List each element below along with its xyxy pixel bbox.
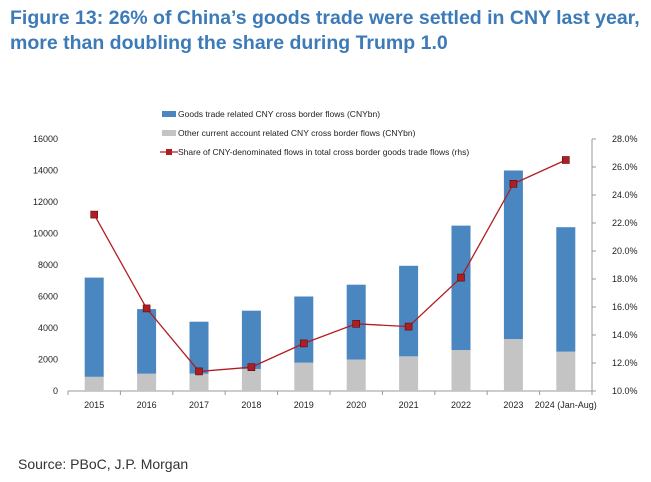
chart-title: Figure 13: 26% of China’s goods trade we… [10,7,640,54]
x-tick-label: 2017 [189,400,209,410]
bar-other-2019 [294,362,314,391]
x-tick-label: 2015 [84,400,104,410]
bar-other-2021 [399,356,419,391]
bar-other-2022 [451,350,471,391]
bar-other-2024 (Jan-Aug) [556,351,576,391]
share-point-2019 [299,339,308,348]
y-tick-label: 10000 [33,229,58,239]
x-tick-label: 2021 [399,400,419,410]
bar-other-2016 [137,373,157,391]
legend-swatch-goods [162,111,176,117]
share-point-2020 [352,319,361,328]
y-tick-label: 0 [53,386,58,396]
bar-other-2020 [346,359,366,391]
y2-tick-label: 24.0% [612,190,638,200]
bar-goods-2017 [189,321,209,374]
share-point-2022 [457,273,465,282]
x-tick-label: 2019 [294,400,314,410]
y2-tick-label: 12.0% [612,358,638,368]
legend-label-goods: Goods trade related CNY cross border flo… [178,109,380,119]
y-tick-label: 12000 [33,197,58,207]
bar-goods-2018 [241,310,261,369]
bar-other-2023 [503,339,523,391]
share-point-2016 [142,304,151,313]
share-line [93,159,567,373]
y-tick-label: 4000 [38,323,58,333]
legend-swatch-other [162,130,176,136]
y2-tick-label: 16.0% [612,302,638,312]
x-tick-label: 2020 [346,400,366,410]
bar-goods-2022 [451,225,471,351]
y2-tick-label: 18.0% [612,274,638,284]
x-tick-label: 2022 [451,400,471,410]
y-tick-label: 8000 [38,260,58,270]
legend-label-other: Other current account related CNY cross … [178,128,416,138]
legend-swatch-share-marker [166,149,172,155]
share-point-2024 (Jan-Aug) [561,156,570,164]
share-point-2017 [195,367,203,376]
legend-label-share: Share of CNY-denominated flows in total … [178,147,469,157]
y-tick-label: 16000 [33,134,58,144]
bar-goods-2021 [399,265,419,357]
x-tick-label: 2018 [241,400,261,410]
bar-goods-2015 [84,277,104,377]
x-tick-label: 2023 [503,400,523,410]
share-point-2018 [247,363,256,372]
y-tick-label: 2000 [38,355,58,365]
y2-tick-label: 10.0% [612,386,638,396]
bar-other-2015 [84,376,104,391]
y2-tick-label: 26.0% [612,162,638,172]
share-point-2015 [90,210,98,219]
x-tick-label: 2024 (Jan-Aug) [535,400,597,410]
bar-goods-2019 [294,296,314,363]
x-tick-label: 2016 [137,400,157,410]
bar-goods-2024 (Jan-Aug) [556,227,576,352]
bar-goods-2016 [137,309,157,374]
bar-other-2018 [241,368,261,391]
share-point-2023 [509,180,518,188]
y-tick-label: 14000 [33,166,58,176]
share-point-2021 [404,322,413,331]
y2-tick-label: 28.0% [612,134,638,144]
bar-goods-2023 [503,170,523,340]
y2-tick-label: 22.0% [612,218,638,228]
y-tick-label: 6000 [38,292,58,302]
bar-other-2017 [189,373,209,391]
source-note: Source: PBoC, J.P. Morgan [18,456,189,472]
y2-tick-label: 20.0% [612,246,638,256]
y2-tick-label: 14.0% [612,330,638,340]
